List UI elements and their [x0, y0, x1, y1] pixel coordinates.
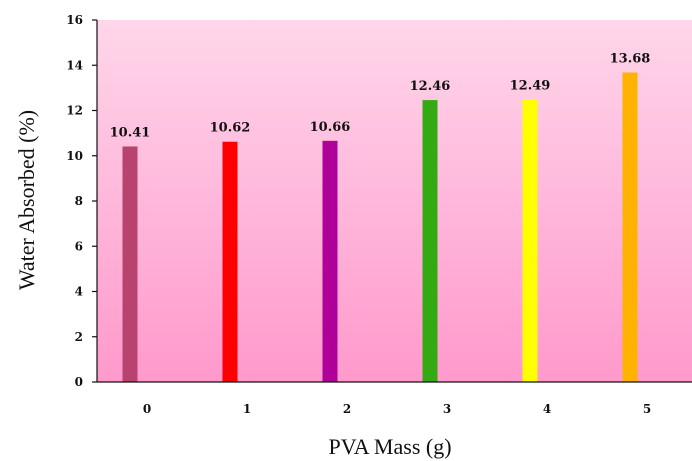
plot-area-background	[97, 20, 692, 382]
x-tick-label: 0	[143, 402, 151, 416]
y-tick-label: 12	[66, 104, 83, 118]
y-tick-label: 0	[75, 375, 83, 389]
bars-layer	[122, 72, 638, 383]
y-axis-title: Water Absorbed (%)	[14, 110, 39, 290]
data-label-4: 12.49	[510, 78, 551, 93]
y-tick-label: 10	[66, 149, 83, 163]
x-tick-label: 4	[543, 402, 551, 416]
bar-2	[322, 140, 338, 382]
y-tick-label: 16	[66, 13, 83, 27]
bar-5	[622, 72, 638, 383]
y-tick-label: 8	[75, 194, 83, 208]
y-tick-label: 2	[75, 330, 83, 344]
data-label-2: 10.66	[310, 120, 351, 135]
data-label-1: 10.62	[210, 121, 251, 136]
data-labels-layer: 10.41 10.62 10.66 12.46 12.49 13.68	[110, 51, 651, 140]
y-tick-label: 4	[75, 285, 83, 299]
bar-1	[222, 141, 238, 382]
x-tick-label: 5	[643, 402, 651, 416]
data-label-5: 13.68	[610, 51, 651, 66]
data-label-0: 10.41	[110, 125, 151, 140]
data-label-3: 12.46	[410, 79, 451, 94]
bar-3	[422, 100, 438, 382]
x-tick-label: 3	[443, 402, 451, 416]
y-tick-label: 6	[75, 239, 83, 253]
x-tick-label: 1	[243, 402, 251, 416]
x-axis-title: PVA Mass (g)	[328, 434, 451, 459]
bar-0	[122, 146, 138, 382]
y-tick-label: 14	[66, 58, 83, 72]
bar-4	[522, 99, 538, 382]
y-axis-ticks: 0 2 4 6 8 10 12 14 16	[66, 13, 97, 389]
x-tick-label: 2	[343, 402, 351, 416]
x-axis-ticks: 0 1 2 3 4 5	[143, 402, 651, 416]
